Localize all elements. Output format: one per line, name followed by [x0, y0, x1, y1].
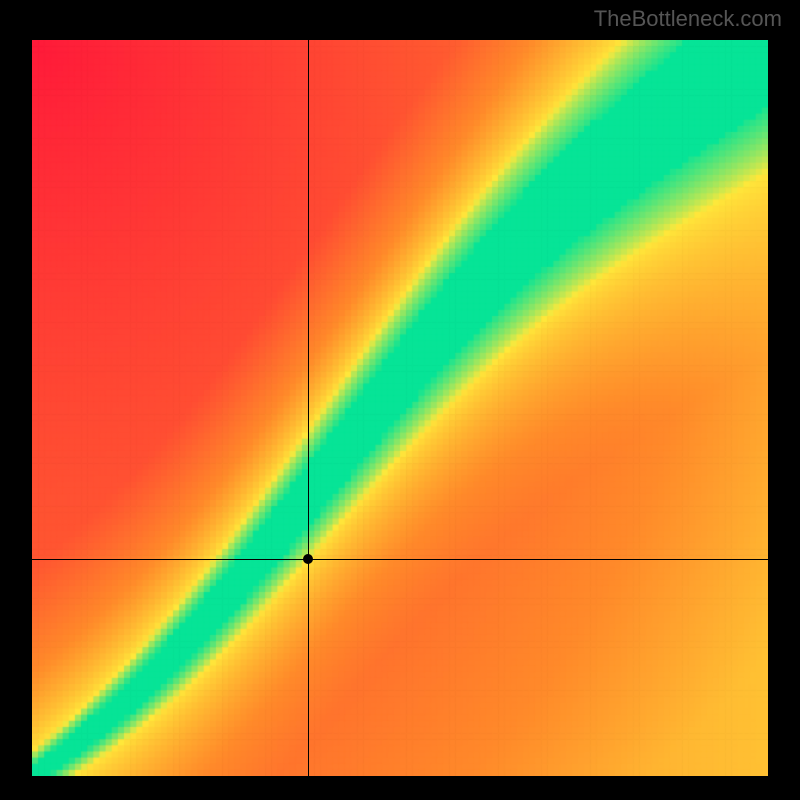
chart-container: TheBottleneck.com — [0, 0, 800, 800]
crosshair-vertical — [308, 40, 309, 776]
attribution-label: TheBottleneck.com — [594, 6, 782, 32]
crosshair-horizontal — [32, 559, 768, 560]
plot-area — [32, 40, 768, 776]
marker-dot — [303, 554, 313, 564]
heatmap-canvas — [32, 40, 768, 776]
